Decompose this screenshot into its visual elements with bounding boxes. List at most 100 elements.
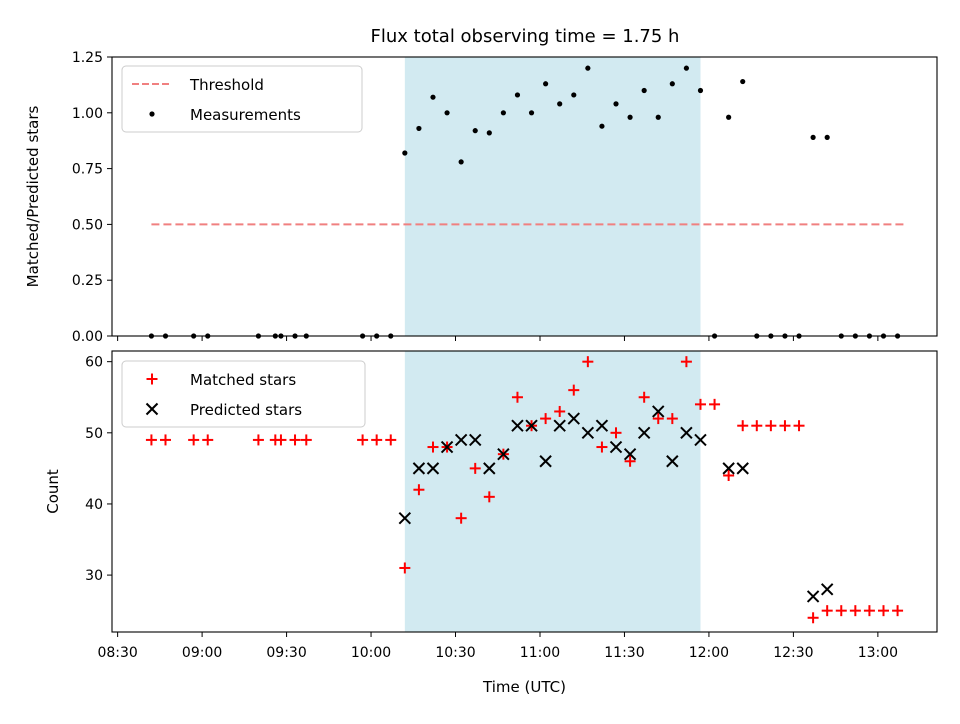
- top-panel: 0.00 0.25 0.50 0.75 1.00 1.25 Matched/Predict…: [24, 50, 938, 345]
- predicted-star-point: [398, 511, 412, 525]
- measurement-point: [613, 101, 619, 107]
- predicted-star-point: [652, 405, 665, 418]
- matched-star-point: [371, 434, 383, 446]
- matched-star-point: [159, 434, 171, 446]
- measurement-point: [402, 150, 408, 156]
- matched-star-point: [275, 434, 287, 446]
- predicted-star-point: [736, 462, 749, 475]
- matched-star-point: [892, 605, 904, 617]
- measurement-point: [726, 114, 732, 120]
- x-tick-label: 12:30: [773, 645, 813, 661]
- top-legend: Threshold Measurements: [121, 65, 363, 133]
- predicted-star-point: [820, 583, 834, 596]
- measurement-point: [416, 125, 422, 132]
- top-axes-frame: [111, 56, 938, 337]
- bottom-legend-box: [121, 360, 366, 428]
- predicted-star-point: [412, 462, 426, 475]
- x-tick-label: 08:30: [97, 645, 137, 661]
- bottom-y-tick-label: 60: [85, 355, 103, 371]
- top-legend-box: [121, 65, 363, 133]
- bottom-y-tick-label: 50: [85, 426, 103, 442]
- matched-star-point: [624, 455, 636, 467]
- predicted-star-point: [637, 426, 651, 440]
- legend-predicted-label: Predicted stars: [190, 401, 302, 419]
- matched-star-point: [427, 441, 439, 453]
- matched-star-point: [188, 434, 200, 446]
- matched-star-point: [666, 413, 678, 425]
- matched-star-point: [863, 605, 875, 617]
- matched-star-point: [145, 434, 157, 446]
- x-tick-label: 10:00: [351, 645, 391, 661]
- measurement-point: [543, 81, 549, 87]
- predicted-star-point: [609, 440, 623, 454]
- matched-star-point: [252, 434, 264, 446]
- predicted-star-point: [440, 440, 454, 454]
- measurement-point: [641, 87, 647, 94]
- predicted-star-point: [567, 412, 580, 425]
- predicted-star-point: [581, 426, 595, 440]
- matched-star-point: [596, 441, 608, 453]
- matched-star-point: [300, 434, 312, 446]
- predicted-star-point: [497, 447, 510, 461]
- measurement-point: [740, 78, 746, 85]
- top-y-tick-label: 0.25: [72, 273, 103, 289]
- bottom-y-axis-label: Count: [44, 469, 62, 514]
- measurement-point: [669, 81, 675, 87]
- chart-title: Flux total observing time = 1.75 h: [371, 26, 680, 47]
- x-tick-label: 11:00: [520, 645, 560, 661]
- measurement-point: [810, 134, 816, 140]
- predicted-star-point: [722, 462, 735, 475]
- predicted-star-point: [539, 455, 552, 468]
- predicted-star-point: [680, 426, 693, 440]
- predicted-star-point: [595, 419, 609, 432]
- x-tick-label: 11:30: [604, 645, 644, 661]
- x-tick-label: 10:30: [435, 645, 475, 661]
- matched-star-point: [483, 491, 495, 503]
- legend-matched-marker: [146, 373, 158, 385]
- measurement-point: [486, 130, 492, 136]
- predicted-star-point: [623, 447, 637, 461]
- legend-threshold-label: Threshold: [189, 76, 264, 94]
- bottom-panel: 08:30 09:00 09:30 10:00 10:30 11:00 11:30 12:00…: [44, 350, 938, 696]
- matched-star-point: [680, 356, 692, 368]
- matched-star-point: [399, 562, 411, 574]
- matched-star-point: [540, 413, 552, 425]
- legend-matched-label: Matched stars: [190, 371, 296, 389]
- matched-star-point: [469, 462, 481, 474]
- matched-star-point: [694, 398, 706, 410]
- x-axis-label: Time (UTC): [482, 678, 566, 696]
- measurement-point: [514, 92, 521, 98]
- top-y-tick-label: 1.25: [72, 50, 103, 66]
- predicted-star-point: [666, 455, 679, 468]
- top-observing-window: [404, 57, 701, 336]
- measurement-point: [528, 110, 535, 116]
- predicted-star-point: [553, 419, 566, 432]
- measurement-point: [430, 94, 436, 100]
- matched-star-point: [202, 434, 214, 446]
- matched-star-point: [289, 434, 301, 446]
- measurement-point: [655, 114, 661, 120]
- bottom-y-tick-label: 30: [85, 568, 103, 584]
- predicted-star-point: [483, 462, 496, 475]
- matched-star-point: [709, 398, 721, 410]
- bottom-axes-frame: [111, 350, 938, 633]
- legend-matched-swatch: [146, 373, 158, 385]
- matched-star-point: [765, 420, 777, 432]
- measurement-point: [571, 92, 577, 98]
- measurement-point: [472, 128, 478, 134]
- matched-star-point: [835, 605, 847, 617]
- matched-star-point: [638, 391, 650, 403]
- matched-star-point: [413, 484, 425, 496]
- matched-star-point: [849, 605, 861, 617]
- predicted-star-point: [511, 419, 524, 432]
- predicted-star-point: [469, 433, 482, 447]
- matched-star-point: [554, 405, 566, 417]
- predicted-star-point: [694, 433, 707, 447]
- measurement-point: [444, 110, 450, 116]
- x-tick-label: 12:00: [689, 645, 729, 661]
- matched-star-point: [878, 605, 890, 617]
- bottom-legend: Matched stars Predicted stars: [121, 360, 366, 428]
- x-tick-label: 09:00: [182, 645, 222, 661]
- measurement-point: [683, 65, 690, 71]
